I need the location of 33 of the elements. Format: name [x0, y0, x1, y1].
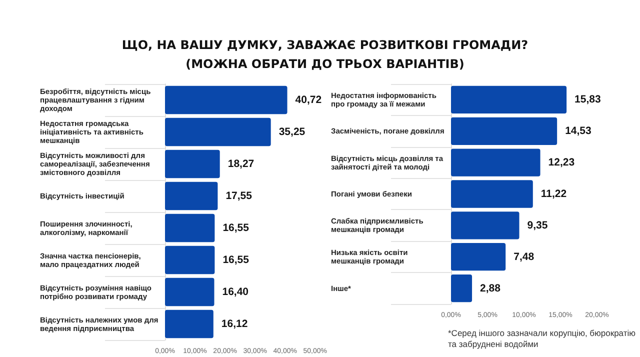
bar: [451, 117, 558, 145]
bar: [451, 86, 567, 114]
data-label: 17,55: [226, 190, 252, 202]
bar: [451, 274, 472, 302]
data-label: 2,88: [480, 282, 501, 294]
bar: [165, 182, 218, 210]
data-label: 7,48: [514, 250, 534, 263]
bar: [451, 148, 540, 176]
chart-title: ЩО, НА ВАШУ ДУМКУ, ЗАВАЖАЄ РОЗВИТКОВІ ГРОМАДИ?: [120, 38, 530, 52]
bar: [165, 310, 214, 338]
bar: [451, 180, 533, 208]
bar: [165, 118, 271, 146]
data-label: 16,55: [222, 222, 250, 234]
data-label: 15,83: [574, 94, 601, 106]
data-label: 12,23: [548, 156, 575, 169]
bar: [451, 243, 506, 271]
data-label: 16,12: [221, 318, 248, 330]
data-label: 35,25: [278, 126, 306, 138]
text: *Серед іншого зазначали корупцію, бюрократію та забруднені водойми: [448, 328, 637, 350]
bar: [165, 86, 288, 114]
data-label: 40,72: [295, 94, 322, 106]
bar: [165, 214, 215, 242]
bar: [165, 150, 220, 178]
data-label: 16,40: [222, 286, 249, 298]
bar: [451, 212, 520, 240]
chart-subtitle: (МОЖНА ОБРАТИ ДО ТРЬОХ ВАРІАНТІВ): [184, 57, 466, 71]
data-label: 18,27: [228, 158, 254, 170]
data-label: 16,55: [222, 254, 250, 266]
bar: [165, 278, 214, 306]
data-label: 14,53: [565, 125, 592, 138]
data-label: 11,22: [540, 188, 567, 200]
data-label: 9,35: [527, 219, 548, 232]
bar: [165, 246, 215, 274]
